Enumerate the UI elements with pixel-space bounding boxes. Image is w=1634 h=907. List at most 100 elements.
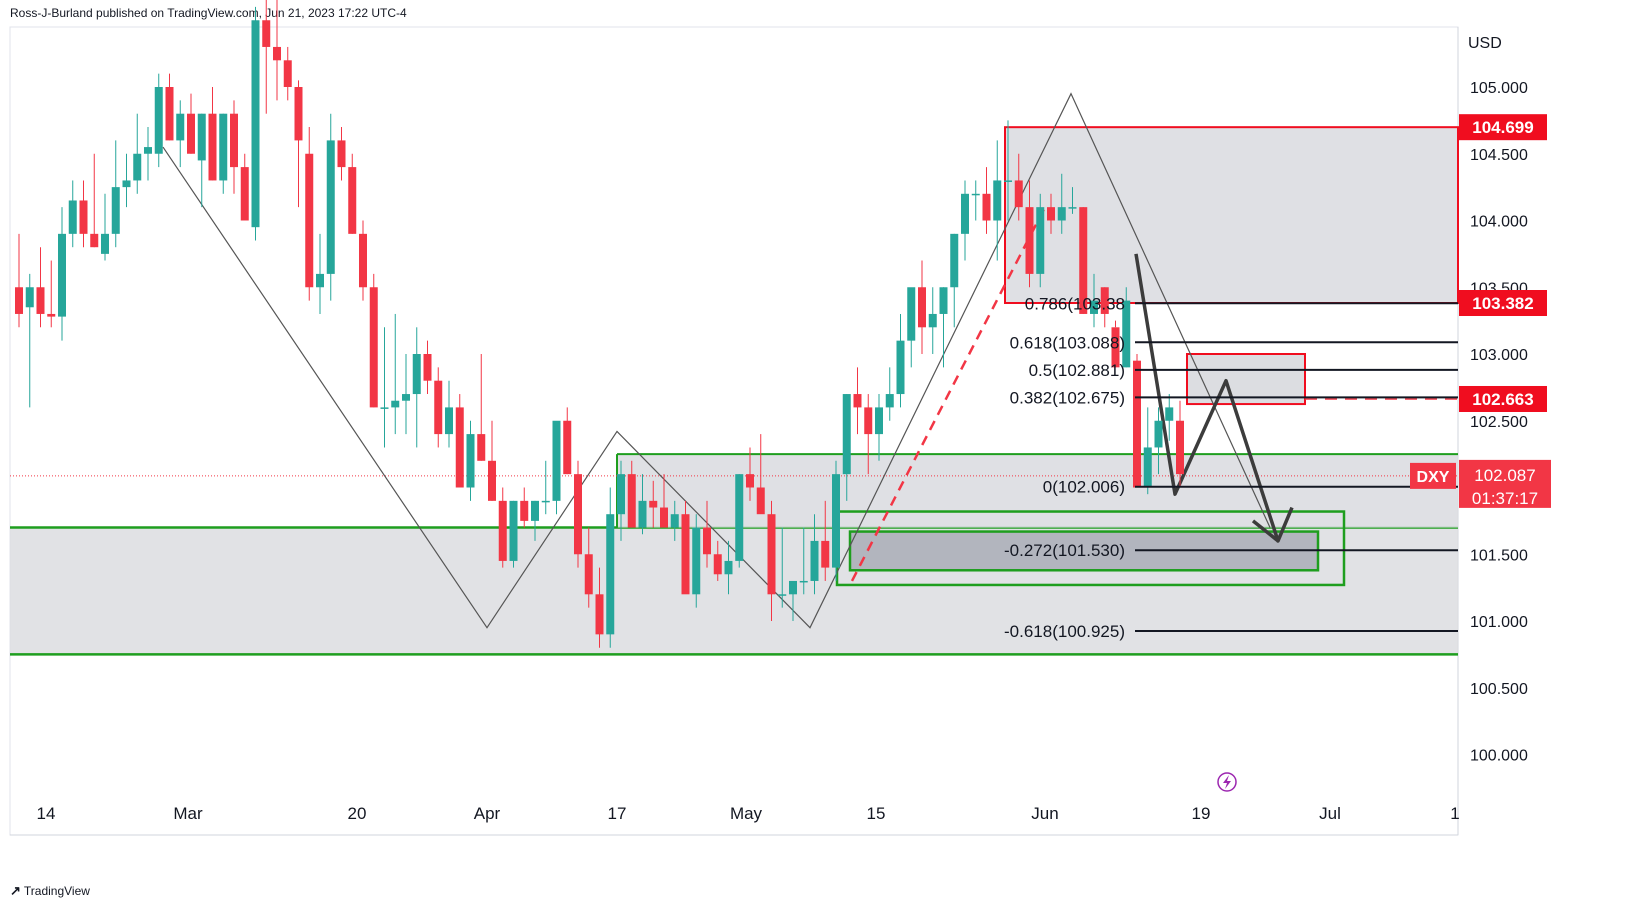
zones-layer — [10, 126, 1459, 656]
candle — [391, 313, 400, 435]
candle — [1057, 173, 1066, 234]
footer-brand: TradingView — [23, 884, 90, 898]
candle-body — [681, 514, 690, 595]
candle — [660, 474, 668, 528]
candle-body — [1004, 180, 1012, 182]
candle — [1165, 394, 1174, 441]
candle-body — [58, 233, 66, 317]
candle-body — [789, 580, 797, 595]
candle-body — [176, 113, 185, 141]
candle-body — [423, 354, 432, 381]
candle — [36, 247, 45, 328]
fibonacci-layer: 0.786(103.38 0.618(103.088) 0.5(102.881) 0.… — [1004, 294, 1458, 641]
x-tick-label: Mar — [173, 804, 203, 823]
fib-trend-line — [850, 206, 1047, 582]
candle-body — [563, 420, 572, 475]
candle — [402, 354, 410, 435]
candle-body — [950, 233, 959, 288]
candle-body — [595, 594, 604, 635]
candle-body — [756, 487, 765, 515]
candle-body — [15, 287, 23, 314]
candle — [251, 6, 260, 241]
candle — [348, 153, 357, 234]
candle-body — [1133, 360, 1141, 488]
candle — [380, 327, 389, 448]
candle — [47, 260, 56, 328]
candle — [101, 193, 109, 261]
price-label-fib-0.786: 103.382 — [1459, 290, 1547, 317]
candle-body — [584, 554, 593, 595]
candle-body — [36, 287, 45, 314]
candle — [154, 73, 163, 168]
candle — [326, 113, 335, 301]
candle — [359, 220, 367, 301]
candle-body — [918, 287, 926, 328]
candle-body — [864, 407, 873, 435]
last-price-value: 102.087 — [1474, 466, 1535, 485]
candle-body — [251, 20, 260, 228]
candle-body — [402, 394, 410, 401]
candle — [971, 180, 980, 221]
candle — [724, 540, 733, 595]
candle-body — [283, 60, 292, 87]
candle — [1014, 153, 1023, 221]
candle — [445, 380, 453, 448]
candle-body — [982, 193, 991, 221]
y-tick-label: 101.000 — [1470, 614, 1528, 631]
lightning-icon[interactable] — [1217, 772, 1237, 792]
candle-body — [498, 500, 507, 561]
candles-layer — [15, 0, 1184, 648]
fib-level-label: 0.618(103.088) — [1010, 333, 1125, 352]
candle — [262, 0, 271, 114]
price-badge-value: 102.663 — [1472, 390, 1533, 409]
candle — [1143, 407, 1152, 495]
candle — [316, 233, 324, 314]
price-labels-layer: 104.699 103.382 102.663 102.087 01:37:17 DXY — [1410, 114, 1551, 508]
price-badge — [1459, 290, 1547, 317]
zigzag-pattern — [162, 92, 1271, 629]
candle — [1111, 320, 1120, 368]
candle-body — [1111, 327, 1120, 368]
candle — [144, 127, 152, 181]
x-tick-label: 17 — [608, 804, 627, 823]
candle — [488, 420, 496, 501]
fib-level-label: 0.786(103.38 — [1025, 294, 1125, 313]
candle-body — [240, 167, 249, 221]
x-tick-label: Jun — [1031, 804, 1058, 823]
candle — [273, 0, 281, 101]
candle — [197, 113, 206, 208]
candle — [627, 460, 636, 528]
projection-arrow — [1134, 253, 1294, 543]
candle-body — [111, 187, 120, 234]
candle — [918, 260, 926, 354]
candle-body — [552, 420, 561, 501]
candle-body — [670, 514, 679, 528]
candle-body — [660, 507, 668, 528]
x-tick-label: 19 — [1192, 804, 1211, 823]
publisher-caption: Ross-J-Burland published on TradingView.… — [10, 6, 407, 20]
candle-body — [885, 394, 894, 408]
currency-label: USD — [1468, 35, 1502, 52]
candle-body — [434, 380, 443, 435]
candle — [950, 233, 959, 328]
candle-body — [810, 540, 819, 581]
candle — [219, 113, 228, 194]
candle — [15, 233, 23, 328]
candle-body — [531, 500, 539, 521]
tradingview-logo-icon: ↗ — [10, 883, 21, 898]
candle-body — [735, 474, 744, 561]
price-badge — [1459, 114, 1547, 141]
candle-body — [197, 113, 206, 161]
candle-body — [713, 554, 722, 575]
tradingview-footer[interactable]: ↗ TradingView — [10, 883, 90, 899]
candle-body — [219, 113, 228, 181]
candle — [778, 527, 787, 608]
axis-layer: USD 105.000104.500104.000103.500103.0001… — [37, 35, 1528, 823]
candle — [208, 87, 217, 181]
candle — [498, 487, 507, 568]
candle — [746, 447, 754, 501]
candle — [735, 474, 744, 568]
candle-body — [746, 474, 754, 488]
candle — [1068, 187, 1077, 214]
